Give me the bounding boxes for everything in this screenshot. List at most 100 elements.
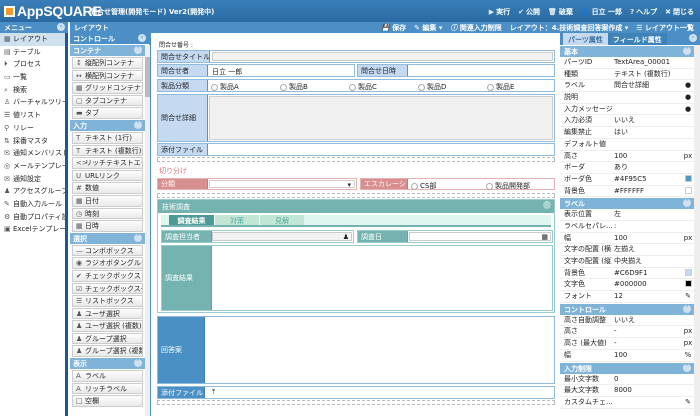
control-item[interactable]: ▦ 日付 <box>72 194 143 207</box>
color-swatch-icon[interactable] <box>684 174 692 182</box>
toolbar-button[interactable]: ✎ 編集 ▾ <box>414 23 442 33</box>
property-action[interactable] <box>682 385 694 396</box>
property-row[interactable]: 説明 ● <box>560 92 694 104</box>
toolbar-button[interactable]: 💾 保存 <box>381 23 406 33</box>
upload-icon[interactable]: ⤒ <box>212 388 216 396</box>
property-action[interactable] <box>682 69 694 80</box>
sidebar-item[interactable]: ▭ 一覧 <box>0 71 65 84</box>
control-section-header[interactable]: 選択 ˄ <box>70 232 145 244</box>
collapse-icon[interactable]: ˄ <box>134 46 142 54</box>
control-section-header[interactable]: 表示 ˄ <box>70 358 145 370</box>
control-item[interactable]: ▦ グリッドコンテナ <box>72 82 143 94</box>
sidebar-item[interactable]: ⇅ 採番マスタ <box>0 135 65 148</box>
property-value[interactable]: : <box>614 221 617 230</box>
field-attachment-2[interactable]: 添付ファイル ⤒ <box>157 386 555 399</box>
play-button[interactable]: ▶ 実行 <box>489 7 510 17</box>
collapse-icon[interactable]: ˄ <box>134 120 142 129</box>
property-action[interactable] <box>682 174 694 185</box>
control-item[interactable]: T テキスト (1行) <box>72 131 143 144</box>
property-action[interactable] <box>682 221 694 232</box>
property-action[interactable] <box>682 162 694 173</box>
property-row[interactable]: 入力必須 いいえ <box>560 115 694 128</box>
property-row[interactable]: 入力メッセージ ● <box>560 104 694 116</box>
sidebar-item[interactable]: ▦ レイアウト <box>0 33 65 46</box>
property-action[interactable] <box>682 115 694 126</box>
globe-icon[interactable]: ● <box>684 81 692 90</box>
property-value[interactable]: #C6D9F1 <box>614 268 648 277</box>
property-action[interactable] <box>682 315 694 326</box>
property-section-header[interactable]: コントロール ˄ <box>560 303 694 315</box>
collapse-icon[interactable]: ˄ <box>683 47 691 55</box>
field-answer[interactable]: 回答案 <box>157 316 555 384</box>
tab-field-properties[interactable]: フィールド属性 <box>607 33 667 45</box>
collapse-icon[interactable]: ˄ <box>683 199 691 208</box>
field-category[interactable]: 分類 ▾ <box>157 178 357 190</box>
property-row[interactable]: 文字の配置 (横) 左揃え <box>560 244 694 256</box>
edit-icon[interactable]: ✎ <box>685 397 691 406</box>
field-investigation-date[interactable]: 調査日 ▦ <box>357 230 553 243</box>
property-section-header[interactable]: 入力制限 ˄ <box>560 362 694 374</box>
property-row[interactable]: 表示位置 左 <box>560 209 694 221</box>
control-item[interactable]: ✔ チェックボックス <box>72 269 143 282</box>
product-radio[interactable]: 製品B <box>280 82 308 92</box>
property-row[interactable]: 背景色 #C6D9F1 <box>560 268 694 280</box>
help-button[interactable]: ? ヘルプ <box>630 7 657 17</box>
unit-label[interactable]: px <box>683 233 693 242</box>
control-item[interactable]: ♟ グループ選択 (複数) <box>72 345 143 358</box>
property-value[interactable]: #000000 <box>614 280 647 289</box>
property-value[interactable] <box>612 139 682 150</box>
control-item[interactable]: ◉ラジオボタングループ <box>72 257 143 269</box>
property-row[interactable]: 文字の配置 (縦) 中央揃え <box>560 256 694 268</box>
control-item[interactable]: □ 空欄 <box>72 395 143 407</box>
color-swatch-icon[interactable] <box>684 280 692 288</box>
collapse-icon[interactable]: ‹ <box>138 34 146 42</box>
sidebar-item[interactable]: ♙ バーチャルツリー <box>0 96 65 109</box>
property-value[interactable]: 問合せ詳細 <box>614 81 649 90</box>
title-input[interactable] <box>212 52 553 61</box>
category-select[interactable]: ▾ <box>209 180 355 189</box>
property-row[interactable]: 最小文字数 0 <box>560 374 694 386</box>
collapse-icon[interactable]: ˄ <box>134 233 142 242</box>
collapse-icon[interactable]: ˄ <box>134 359 142 368</box>
property-row[interactable]: カスタムチェ... ✎ <box>560 397 694 409</box>
property-row[interactable]: 幅 100% <box>560 350 694 362</box>
collapse-icon[interactable]: ˄ <box>543 201 551 209</box>
user-icon[interactable]: ♟ <box>342 233 349 241</box>
control-section-header[interactable]: コンテナ ˄ <box>70 45 145 56</box>
radio-circle[interactable] <box>486 182 493 190</box>
control-item[interactable]: ☑チェックボックスグ... <box>72 282 143 295</box>
collapse-icon[interactable]: ‹ <box>57 23 65 31</box>
property-action[interactable] <box>682 256 694 267</box>
publish-button[interactable]: ✔ 公開 <box>518 7 540 17</box>
property-action[interactable] <box>682 244 694 255</box>
control-item[interactable]: A ラベル <box>72 370 143 382</box>
unit-label[interactable]: % <box>684 350 692 359</box>
property-section-header[interactable]: ラベル ˄ <box>560 198 694 210</box>
investigator-input[interactable]: ♟ <box>212 232 352 241</box>
tab-1[interactable]: 対策 <box>214 215 259 225</box>
product-radio[interactable]: 製品E <box>487 82 514 92</box>
controls-scrollbar[interactable] <box>145 45 150 416</box>
control-item[interactable]: ▦ 日時 <box>72 220 143 232</box>
control-item[interactable]: ♟ ユーザ選択 (複数) <box>72 320 143 332</box>
property-value[interactable] <box>612 92 682 103</box>
property-action[interactable] <box>682 57 694 68</box>
property-value[interactable]: いいえ <box>614 315 635 324</box>
field-requester[interactable]: 問合せ者 日立 一郎 <box>157 64 355 77</box>
property-row[interactable]: 最大文字数 8000 <box>560 385 694 397</box>
escalation-radio[interactable]: CS部 <box>411 181 436 191</box>
property-row[interactable]: 種類 テキスト (複数行) <box>560 69 694 81</box>
control-item[interactable]: T テキスト (複数行) <box>72 144 143 157</box>
color-swatch-icon[interactable] <box>684 268 692 276</box>
control-item[interactable]: ↕ 縦配列コンテナ <box>72 57 143 69</box>
sidebar-item[interactable]: ▤ テーブル <box>0 46 65 59</box>
property-action[interactable] <box>682 279 694 290</box>
date-input[interactable]: ▦ <box>409 232 551 241</box>
property-value[interactable]: 0 <box>614 374 619 383</box>
property-value[interactable]: - <box>614 327 617 336</box>
property-value[interactable]: 100 <box>614 233 628 242</box>
sidebar-item[interactable]: ⏵ プロセス <box>0 58 65 71</box>
control-item[interactable]: ☰ リストボックス <box>72 295 143 307</box>
control-item[interactable]: ▢ タブコンテナ <box>72 94 143 107</box>
sidebar-item[interactable]: ⚲ リレー <box>0 122 65 135</box>
